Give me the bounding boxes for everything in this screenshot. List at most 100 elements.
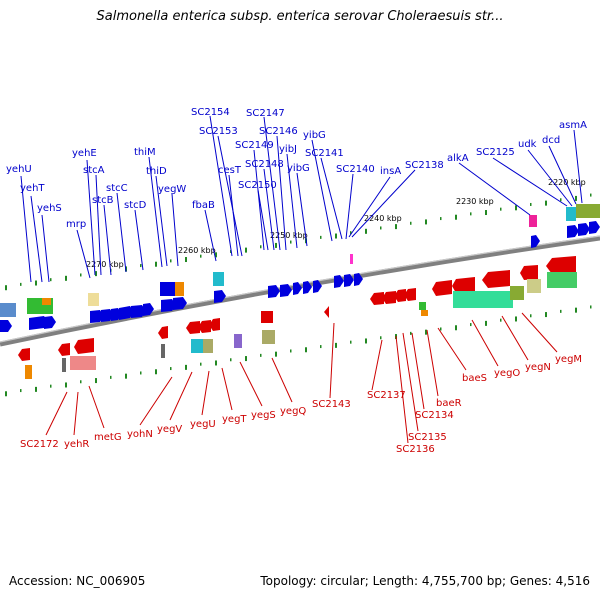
forward-gene-arrow bbox=[161, 299, 176, 312]
forward-gene-arrow bbox=[29, 316, 48, 330]
scale-tick bbox=[200, 254, 202, 258]
scale-tick bbox=[140, 371, 142, 375]
scale-tick bbox=[260, 353, 262, 357]
gene-label: yegV bbox=[157, 424, 182, 435]
scale-tick bbox=[320, 235, 322, 239]
gene-label: thiM bbox=[134, 147, 156, 158]
forward-gene-arrow bbox=[589, 221, 600, 234]
scale-tick bbox=[35, 280, 37, 286]
forward-gene-arrow bbox=[268, 285, 280, 298]
reverse-gene-arrow bbox=[18, 348, 30, 361]
gene-label: yegT bbox=[222, 414, 247, 425]
gene-box bbox=[261, 311, 273, 323]
chart-title: Salmonella enterica subsp. enterica sero… bbox=[96, 9, 504, 24]
scale-tick bbox=[410, 331, 412, 335]
reverse-gene-arrow bbox=[482, 270, 510, 288]
scale-tick bbox=[575, 307, 577, 313]
gene-label: udk bbox=[518, 139, 537, 150]
scale-tick bbox=[425, 219, 427, 225]
gene-label: yibJ bbox=[279, 144, 297, 155]
gene-box bbox=[419, 302, 426, 310]
accession-text: Accession: NC_006905 bbox=[9, 574, 146, 588]
scale-tick bbox=[485, 320, 487, 326]
scale-tick bbox=[365, 228, 367, 234]
reverse-gene-arrow bbox=[520, 265, 538, 280]
forward-gene-arrow bbox=[313, 280, 322, 293]
gene-label: SC2136 bbox=[396, 444, 435, 455]
gene-label: yehS bbox=[37, 203, 62, 214]
gene-box bbox=[527, 279, 541, 293]
scale-tick bbox=[5, 391, 7, 397]
reverse-gene-arrow bbox=[209, 318, 220, 331]
reverse-gene-arrow bbox=[370, 292, 384, 305]
reverse-gene-arrow bbox=[158, 326, 168, 339]
scale-tick bbox=[230, 249, 232, 253]
gene-label: SC2134 bbox=[415, 410, 454, 421]
scale-tick bbox=[530, 314, 532, 318]
gene-label: SC2153 bbox=[199, 126, 238, 137]
gene-box bbox=[453, 291, 513, 308]
forward-gene-arrow bbox=[354, 273, 363, 286]
scale-tick bbox=[5, 285, 7, 291]
scale-tick bbox=[440, 327, 442, 331]
gene-label: yibG bbox=[303, 130, 326, 141]
scale-tick bbox=[110, 375, 112, 379]
reverse-gene-arrow bbox=[452, 277, 475, 293]
gene-label: SC2146 bbox=[259, 126, 298, 137]
scale-tick bbox=[395, 224, 397, 230]
forward-gene-arrow bbox=[101, 309, 114, 322]
gene-label: yegM bbox=[555, 354, 582, 365]
gene-label: yegO bbox=[494, 368, 520, 379]
gene-label: stcC bbox=[106, 183, 128, 194]
gene-box bbox=[88, 293, 99, 306]
scale-label: 2230 kbp bbox=[456, 197, 494, 206]
gene-box bbox=[175, 282, 184, 296]
scale-tick bbox=[80, 273, 82, 277]
reverse-genes bbox=[18, 256, 577, 379]
scale-tick bbox=[215, 360, 217, 366]
scale-tick bbox=[485, 210, 487, 216]
gene-label: SC2135 bbox=[408, 432, 447, 443]
scale-tick bbox=[65, 382, 67, 388]
gene-box bbox=[62, 358, 66, 372]
reverse-gene-arrow bbox=[186, 321, 200, 334]
gene-label: baeS bbox=[462, 373, 487, 384]
forward-gene-arrow bbox=[578, 223, 590, 236]
gene-label: SC2148 bbox=[245, 159, 284, 170]
scale-tick bbox=[470, 323, 472, 327]
gene-label: yehR bbox=[64, 439, 89, 450]
gene-label: yegS bbox=[251, 410, 276, 421]
scale-tick bbox=[335, 342, 337, 348]
scale-tick bbox=[290, 349, 292, 353]
scale-tick bbox=[440, 217, 442, 221]
genome-summary-text: Topology: circular; Length: 4,755,700 bp… bbox=[260, 574, 590, 588]
gene-label: yegW bbox=[158, 184, 186, 195]
gene-box bbox=[547, 272, 577, 288]
gene-label: baeR bbox=[436, 398, 462, 409]
scale-tick bbox=[515, 205, 517, 211]
gene-label: SC2172 bbox=[20, 439, 59, 450]
scale-tick bbox=[95, 271, 97, 277]
scale-tick bbox=[170, 259, 172, 263]
gene-label: yohN bbox=[127, 429, 153, 440]
gene-label: yegN bbox=[525, 362, 551, 373]
scale-tick bbox=[575, 195, 577, 201]
scale-tick bbox=[335, 233, 337, 239]
scale-tick bbox=[20, 282, 22, 286]
gene-label: metG bbox=[94, 432, 122, 443]
gene-box bbox=[510, 286, 524, 300]
gene-labels-top: yehU yehT yehS mrp yehE stcA stcB stcC s… bbox=[6, 107, 587, 230]
scale-tick bbox=[65, 275, 67, 281]
gene-label: stcD bbox=[124, 200, 147, 211]
scale-tick bbox=[50, 278, 52, 282]
scale-tick bbox=[170, 367, 172, 371]
scale-tick bbox=[230, 358, 232, 362]
gene-labels-bottom: SC2172 yehR metG yohN yegV yegU yegT yeg… bbox=[20, 354, 582, 455]
gene-label: SC2137 bbox=[367, 390, 406, 401]
gene-label: SC2138 bbox=[405, 160, 444, 171]
gene-label: mrp bbox=[66, 219, 86, 230]
scale-tick bbox=[185, 364, 187, 370]
scale-tick bbox=[305, 347, 307, 353]
forward-gene-arrow bbox=[119, 306, 134, 320]
